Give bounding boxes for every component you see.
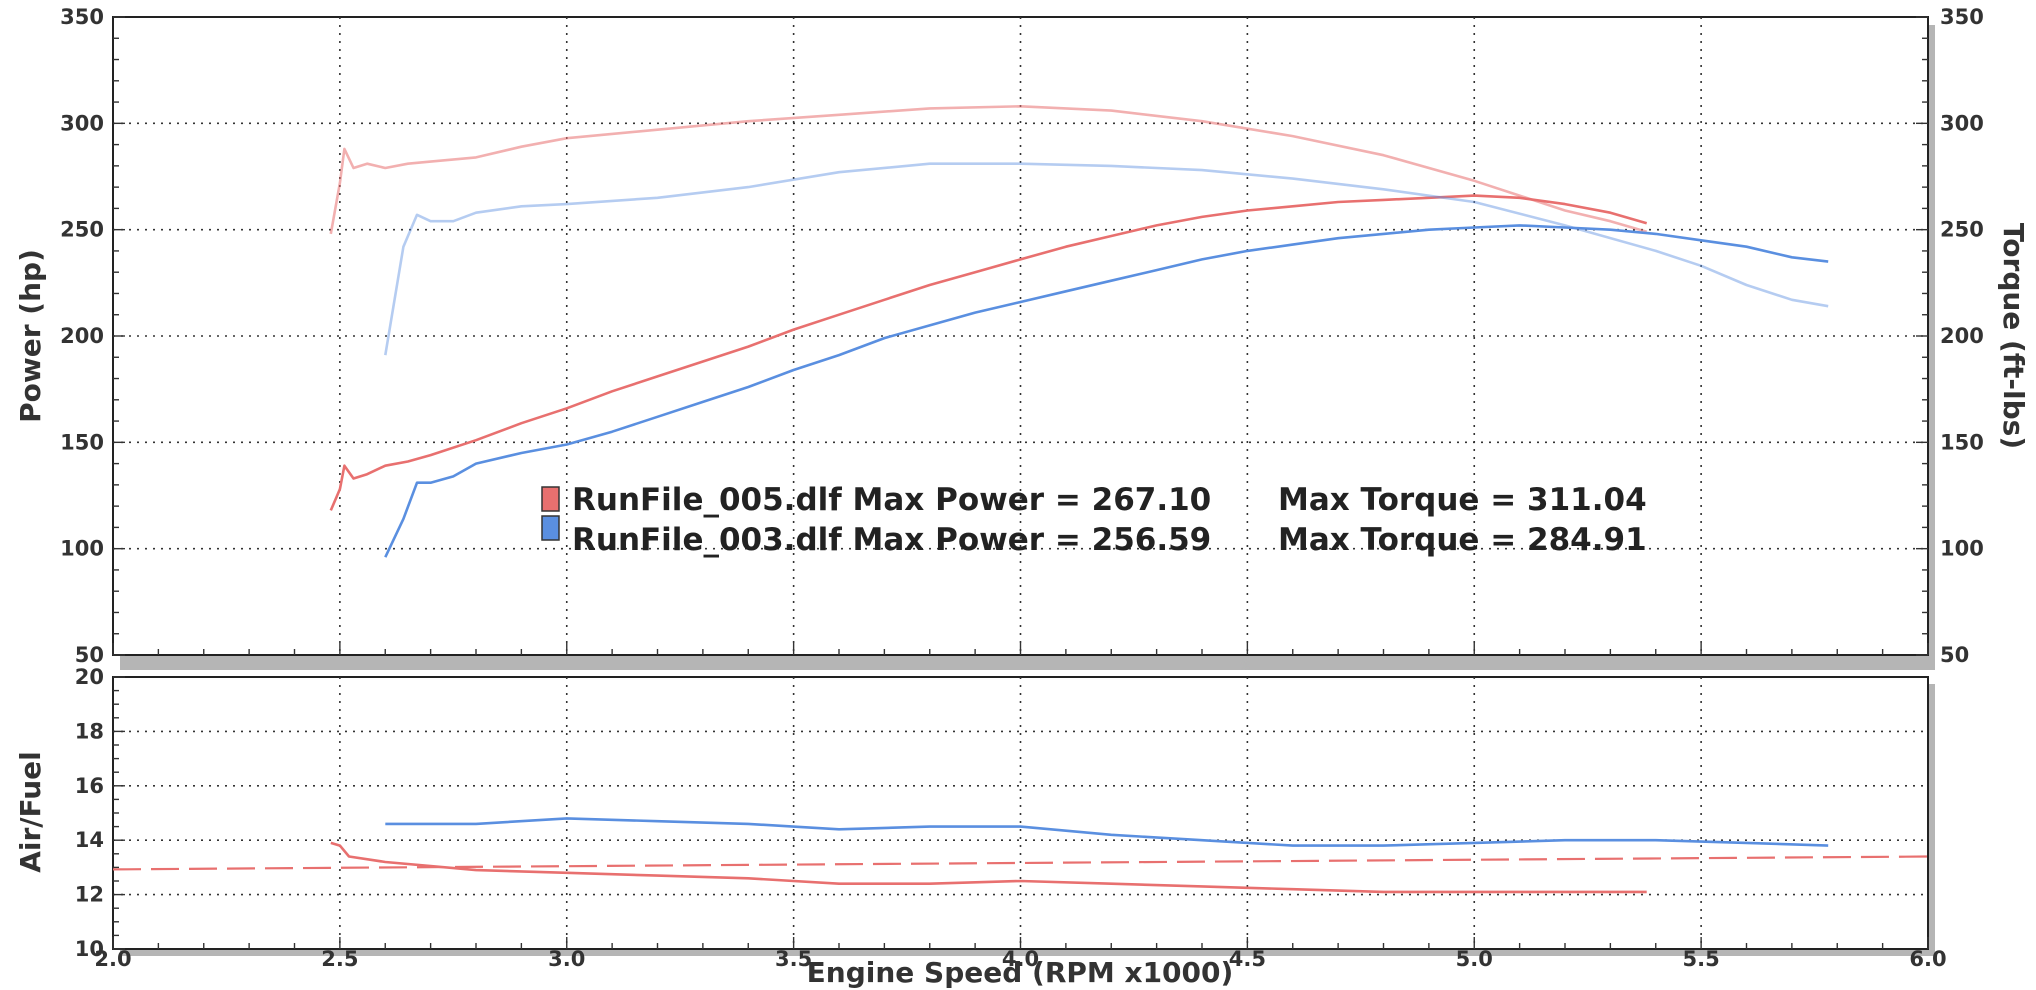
torque-axis-title: Torque (ft-lbs) — [1997, 223, 2030, 449]
engine-speed-tick-label: 3.0 — [548, 947, 585, 971]
air-fuel-line-run-1 — [385, 817, 1829, 847]
torque-tick-label: 200 — [1940, 324, 1984, 348]
engine-speed-tick-label: 4.5 — [1229, 947, 1266, 971]
engine-speed-axis-ticks: 2.0 2.5 3.0 3.5 4.0 4.5 5.0 5.5 6.0 — [94, 947, 1946, 971]
engine-speed-tick-label: 2.5 — [321, 947, 358, 971]
air-fuel-axis-title: Air/Fuel — [14, 751, 47, 873]
power-tick-label: 300 — [60, 111, 104, 135]
torque-tick-label: 50 — [1940, 643, 1969, 667]
legend: RunFile_005.dlf Max Power = 267.10 Max T… — [541, 482, 1647, 558]
air-fuel-minor-ticks — [112, 676, 1929, 950]
power-axis-title: Power (hp) — [14, 249, 47, 423]
series-line-torque-run-0 — [329, 105, 1648, 235]
engine-speed-tick-label: 3.5 — [775, 947, 812, 971]
air-fuel-tick-label: 10 — [75, 937, 104, 961]
torque-tick-label: 100 — [1940, 537, 1984, 561]
power-tick-label: 350 — [60, 5, 104, 29]
engine-speed-tick-label: 6.0 — [1909, 947, 1946, 971]
engine-speed-tick-label: 2.0 — [94, 947, 131, 971]
legend-swatch-runfile-005 — [541, 486, 560, 512]
legend-label-runfile-005: RunFile_005.dlf Max Power = 267.10 — [572, 482, 1211, 518]
engine-speed-tick-label: 5.0 — [1456, 947, 1493, 971]
air-fuel-axis-ticks: 10 12 14 16 18 20 — [75, 665, 104, 961]
engine-speed-axis-title: Engine Speed (RPM x1000) — [807, 956, 1234, 989]
air-fuel-series — [112, 817, 1929, 894]
engine-speed-tick-label: 4.0 — [1002, 947, 1039, 971]
series-line-power-run-0 — [329, 194, 1648, 511]
torque-axis-ticks: 50 100 150 200 250 300 350 — [1940, 5, 1984, 667]
legend-torque-runfile-003: Max Torque = 284.91 — [1278, 522, 1647, 558]
legend-label-runfile-003: RunFile_003.dlf Max Power = 256.59 — [572, 522, 1211, 558]
series-line-power-run-1 — [384, 224, 1829, 558]
air-fuel-tick-label: 18 — [75, 719, 104, 743]
air-fuel-tick-label: 20 — [75, 665, 104, 689]
air-fuel-tick-label: 14 — [75, 828, 104, 852]
power-tick-label: 200 — [60, 324, 104, 348]
torque-tick-label: 150 — [1940, 430, 1984, 454]
air-fuel-tick-label: 12 — [75, 883, 104, 907]
air-fuel-line-run-0 — [330, 841, 1647, 894]
air-fuel-tick-label: 16 — [75, 774, 104, 798]
power-torque-series — [329, 105, 1829, 558]
torque-tick-label: 300 — [1940, 111, 1984, 135]
legend-swatch-runfile-003 — [541, 515, 560, 541]
engine-speed-tick-label: 5.5 — [1683, 947, 1720, 971]
power-tick-label: 250 — [60, 218, 104, 242]
torque-tick-label: 350 — [1940, 5, 1984, 29]
legend-torque-runfile-005: Max Torque = 311.04 — [1278, 482, 1647, 518]
series-line-torque-run-1 — [384, 162, 1829, 356]
torque-tick-label: 250 — [1940, 218, 1984, 242]
power-tick-label: 100 — [60, 537, 104, 561]
power-axis-ticks: 50 100 150 200 250 300 350 — [60, 5, 104, 667]
power-torque-grid — [113, 17, 1928, 655]
power-torque-minor-ticks — [112, 16, 1929, 656]
power-tick-label: 50 — [75, 643, 104, 667]
power-tick-label: 150 — [60, 430, 104, 454]
